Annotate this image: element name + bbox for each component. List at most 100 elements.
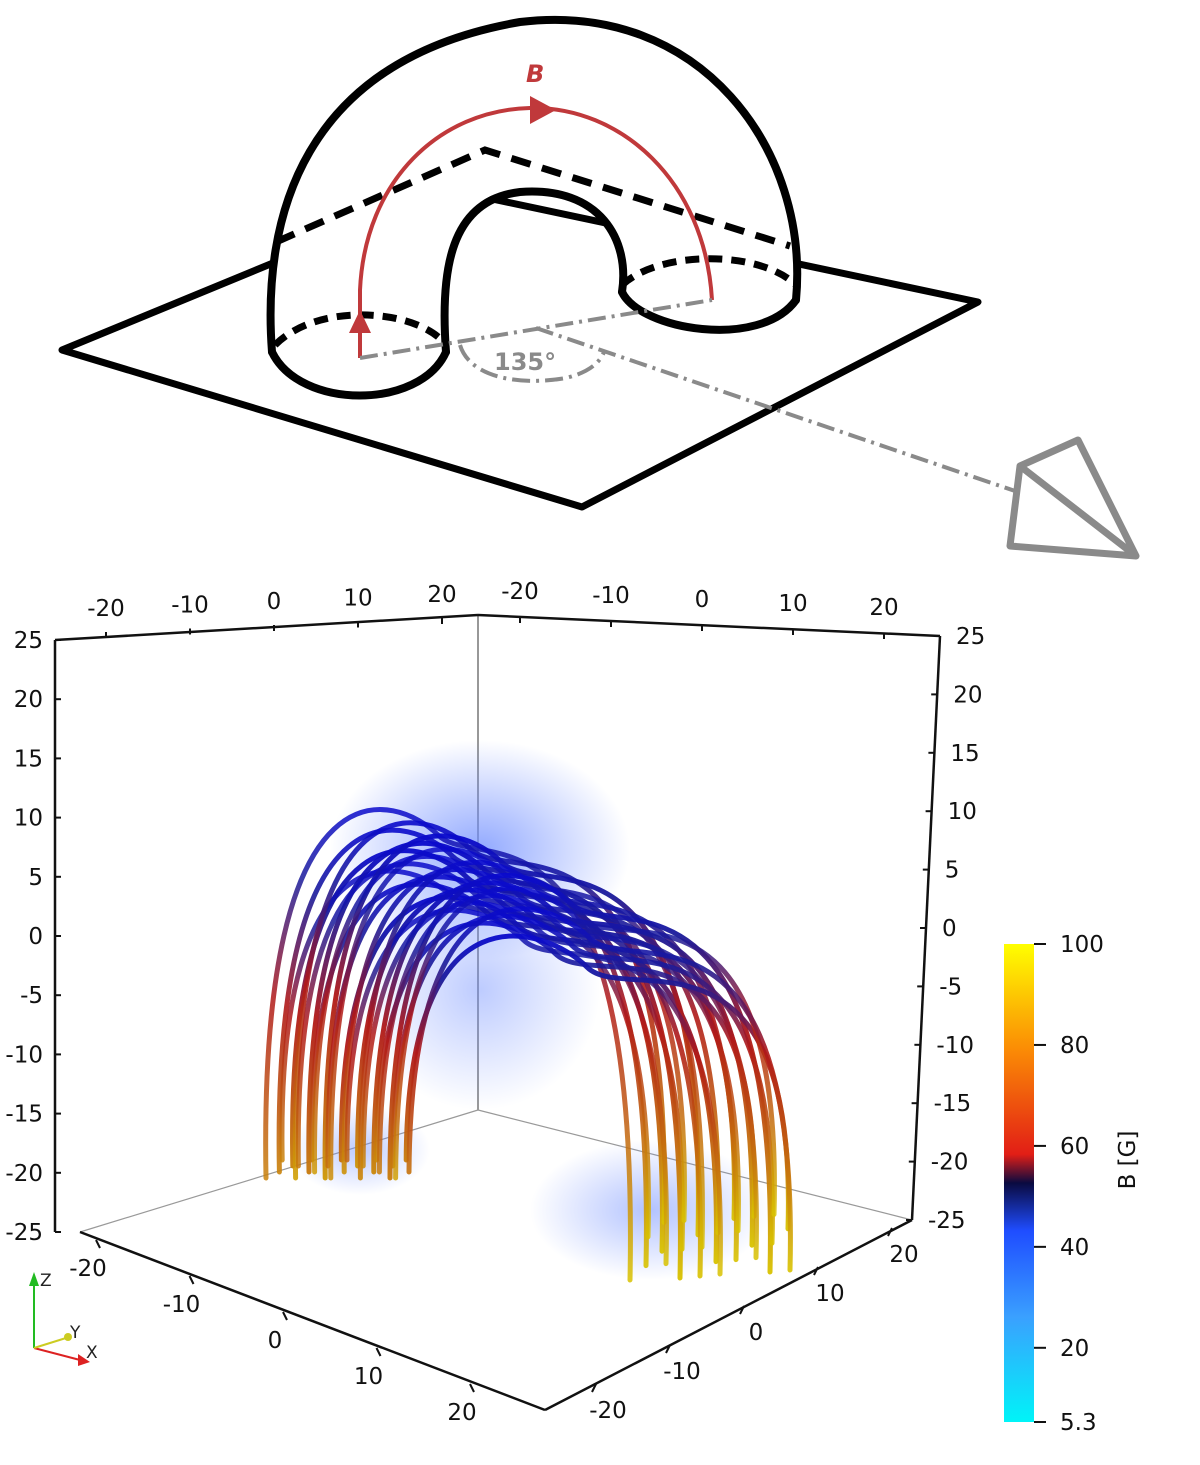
box-frame-top-right — [477, 613, 941, 638]
y-axis-tick-label: -10 — [663, 1359, 701, 1385]
left-z-tick-label: 5 — [28, 865, 43, 891]
field-line-loop — [306, 840, 683, 1281]
x-axis-tick-mark — [375, 1347, 382, 1357]
right-z-tick-label: 5 — [945, 858, 960, 884]
left-footpoint-back — [272, 311, 449, 348]
colorbar-tick-label: 100 — [1060, 932, 1104, 958]
left-z-tick-label: -15 — [5, 1102, 43, 1128]
triad-y-label: Y — [69, 1323, 81, 1343]
field-line-loop — [341, 867, 721, 1236]
colorbar: 100 80 60 40 20 5.3 B [G] — [1004, 932, 1141, 1436]
angle-label: 135° — [494, 348, 556, 376]
x-axis-tick-mark — [95, 1239, 101, 1249]
field-line-loop — [393, 886, 777, 1217]
top-back-tick-label: 0 — [267, 589, 282, 615]
tube-inner-outline — [440, 187, 628, 356]
right-z-tick-label: 15 — [950, 741, 979, 767]
box-frame-bottom-left — [79, 1230, 546, 1412]
hidden-plane-edge — [274, 146, 792, 250]
field-line-loop — [295, 861, 669, 1267]
colorbar-tick-label: 40 — [1060, 1235, 1089, 1261]
left-z-tick-label: -20 — [5, 1161, 43, 1187]
line-of-sight — [535, 326, 1019, 494]
y-axis-tick-mark — [665, 1344, 671, 1354]
top-back-tick-label: -10 — [171, 593, 209, 619]
box-frame-top-left — [54, 613, 479, 642]
x-axis-tick-label: 10 — [354, 1364, 383, 1390]
right-z-tick-label: -10 — [936, 1033, 974, 1059]
left-z-tick-label: 20 — [14, 687, 43, 713]
field-label: B — [526, 60, 544, 88]
left-z-tick-label: 0 — [28, 924, 43, 950]
left-footpoint-front — [268, 348, 450, 400]
right-z-tick-label: -15 — [934, 1091, 972, 1117]
y-axis-ticks: 20 10 0 -10 -20 — [589, 1227, 919, 1424]
colorbar-tick-label: 60 — [1060, 1134, 1089, 1160]
tube-outer-outline — [266, 16, 802, 356]
field-line-loop — [376, 893, 759, 1261]
left-z-tick-label: 15 — [14, 746, 43, 772]
x-axis-tick-mark — [469, 1383, 475, 1393]
angle-arc — [458, 344, 606, 383]
box-frame-bottom-right — [544, 1218, 913, 1412]
orientation-triad: Z Y X — [29, 1271, 98, 1366]
top-front-tick-label: 0 — [695, 587, 710, 613]
top-back-axis-ticks: -20 -10 0 10 20 — [87, 582, 457, 638]
x-axis-tick-mark — [188, 1275, 195, 1285]
tube-fill — [271, 21, 797, 392]
y-axis-tick-label: 10 — [815, 1281, 844, 1307]
field-line — [358, 105, 714, 358]
x-axis-tick-mark — [282, 1311, 288, 1321]
top-front-tick-label: -10 — [592, 583, 630, 609]
x-axis-tick-label: -20 — [69, 1256, 107, 1282]
field-line-loop — [390, 913, 775, 1246]
x-axis-tick-label: -10 — [163, 1292, 201, 1318]
x-axis-tick-label: 0 — [268, 1328, 283, 1354]
right-footpoint-back — [619, 255, 799, 288]
left-z-tick-label: 25 — [14, 628, 43, 654]
colorbar-gradient — [1004, 944, 1034, 1422]
right-z-tick-label: -20 — [931, 1150, 969, 1176]
schematic-diagram: B 135° — [58, 16, 1140, 560]
left-z-tick-label: 10 — [14, 806, 43, 832]
triad-x-label: X — [86, 1343, 98, 1363]
right-z-tick-label: 25 — [956, 624, 985, 650]
field-line-loop — [406, 906, 793, 1273]
colorbar-tick-label: 5.3 — [1060, 1410, 1097, 1436]
right-z-axis-ticks: 25 20 15 10 5 0 -5 -10 -15 -20 -25 — [906, 624, 985, 1234]
y-axis-tick-label: 20 — [889, 1242, 918, 1268]
right-z-tick-label: -5 — [939, 974, 962, 1000]
top-front-axis-ticks: -20 -10 0 10 20 — [501, 579, 899, 639]
top-front-tick-label: 10 — [778, 591, 807, 617]
plot3d: -20 -10 0 10 20 -20 -10 0 10 20 2520151050-5-10-… — [5, 579, 985, 1426]
left-z-tick-label: -25 — [5, 1220, 43, 1246]
y-axis-tick-label: -20 — [589, 1398, 627, 1424]
left-z-tick-label: -5 — [20, 983, 43, 1009]
y-axis-tick-mark — [591, 1383, 597, 1393]
field-line-loop — [360, 900, 741, 1234]
colorbar-tick-label: 80 — [1060, 1033, 1089, 1059]
top-front-tick-label: -20 — [501, 579, 539, 605]
x-axis-ticks: -20 -10 0 10 20 — [69, 1239, 477, 1426]
field-line-loop — [309, 881, 685, 1252]
y-axis-tick-mark — [813, 1266, 819, 1276]
camera-icon — [1006, 436, 1140, 560]
right-z-tick-label: 10 — [948, 799, 977, 825]
right-z-tick-label: 20 — [953, 682, 982, 708]
top-back-tick-label: 20 — [427, 582, 456, 608]
left-z-axis-ticks: 25 20 15 10 5 0 -5 -10 -15 -20 -25 — [5, 628, 61, 1246]
right-z-tick-label: 0 — [942, 916, 957, 942]
field-lines-bundle — [263, 807, 793, 1283]
top-front-tick-label: 20 — [869, 595, 898, 621]
colorbar-ticks: 100 80 60 40 20 5.3 — [1034, 932, 1104, 1436]
field-arrow-left — [349, 310, 371, 333]
left-z-tick-label: -10 — [5, 1042, 43, 1068]
colorbar-tick-label: 20 — [1060, 1336, 1089, 1362]
triad-z-label: Z — [40, 1271, 52, 1291]
colorbar-title: B [G] — [1115, 1131, 1141, 1190]
top-back-tick-label: 10 — [343, 586, 372, 612]
y-axis-tick-label: 0 — [749, 1320, 764, 1346]
y-axis-tick-mark — [739, 1305, 745, 1315]
right-z-tick-label: -25 — [928, 1208, 966, 1234]
